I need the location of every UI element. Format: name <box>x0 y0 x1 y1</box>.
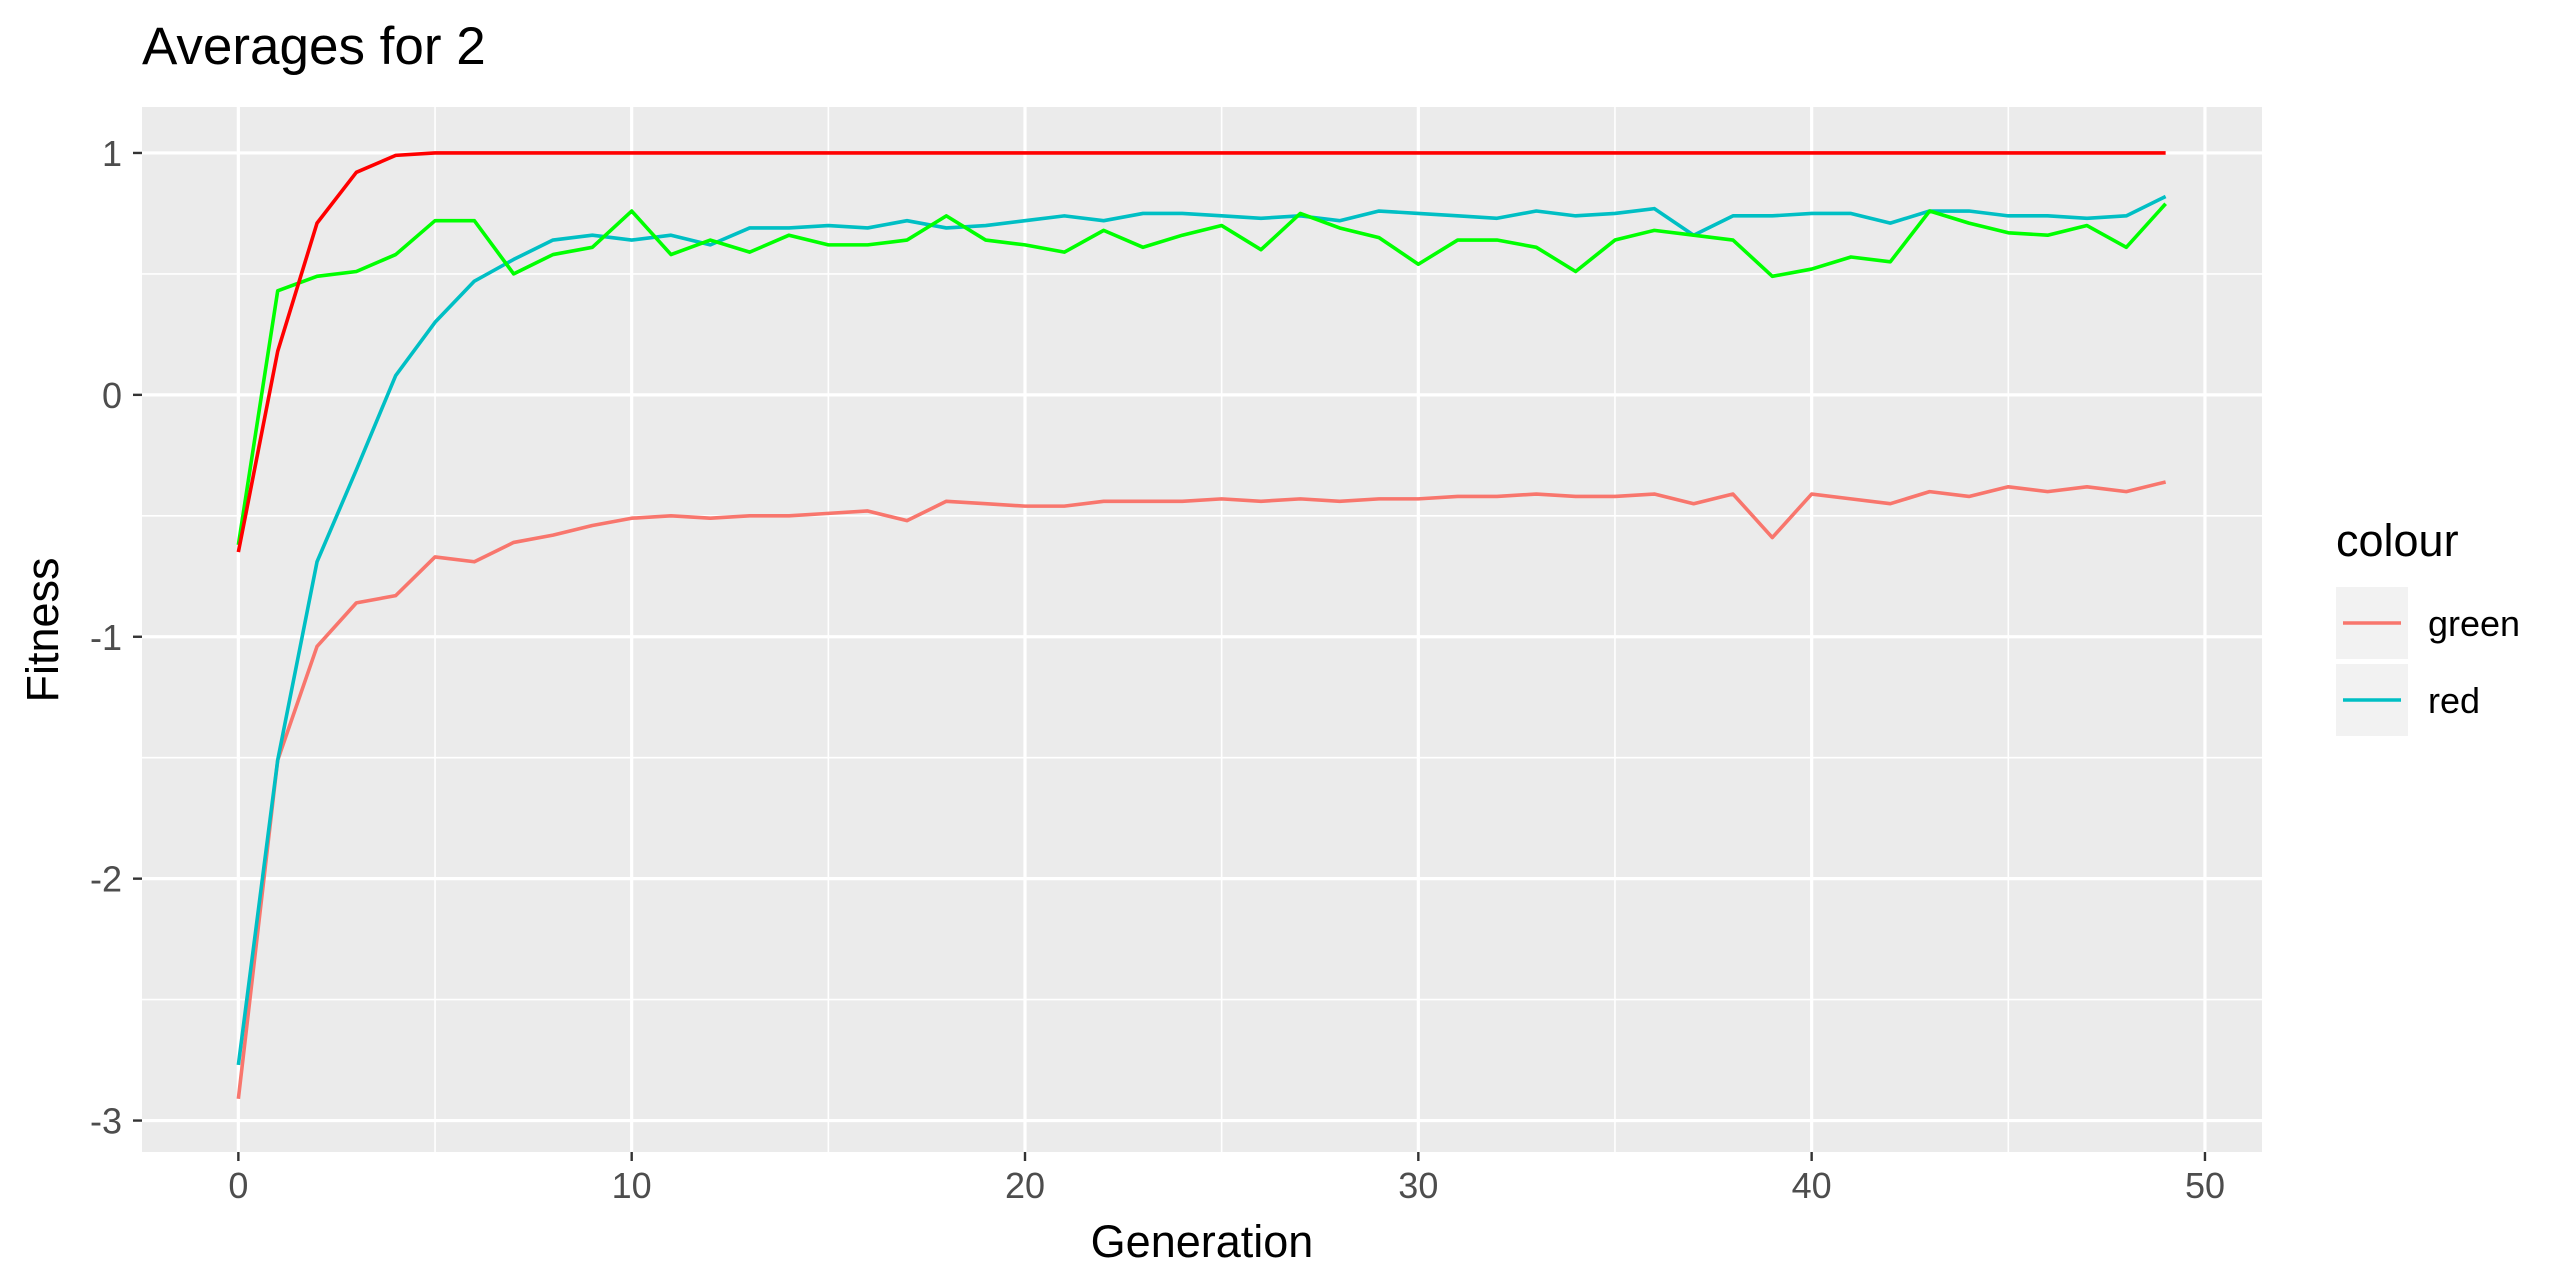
y-axis: 1 0 -1 -2 -3 <box>90 133 142 1142</box>
y-tick-label: 1 <box>102 133 122 174</box>
x-tick-label: 20 <box>1005 1165 1045 1206</box>
series-line-line-3 <box>236 202 2167 546</box>
minor-gridlines <box>142 107 2262 1152</box>
y-tick-label: -3 <box>90 1101 122 1142</box>
series-line-green <box>236 480 2167 1099</box>
plot-panel <box>142 107 2262 1152</box>
y-tick-label: -2 <box>90 859 122 900</box>
y-tick-label: -1 <box>90 617 122 658</box>
legend-label-green: green <box>2428 603 2520 644</box>
y-tick-label: 0 <box>102 375 122 416</box>
series-line-line-4 <box>236 151 2166 553</box>
x-axis-title: Generation <box>1091 1216 1314 1267</box>
x-tick-label: 50 <box>2185 1165 2225 1206</box>
series-layer <box>236 151 2167 1099</box>
legend-label-red: red <box>2428 680 2480 721</box>
x-tick-label: 0 <box>228 1165 248 1206</box>
x-tick-label: 10 <box>612 1165 652 1206</box>
major-gridlines <box>142 107 2262 1152</box>
y-axis-title: Fitness <box>17 557 68 702</box>
x-tick-label: 30 <box>1398 1165 1438 1206</box>
legend-items: green red <box>2336 587 2520 736</box>
x-axis: 0 10 20 30 40 50 <box>228 1152 2225 1206</box>
series-line-red <box>236 194 2167 1066</box>
legend-title: colour <box>2336 515 2459 566</box>
chart-title: Averages for 2 <box>142 17 486 76</box>
legend: colour green red <box>2336 515 2520 736</box>
x-tick-label: 40 <box>1792 1165 1832 1206</box>
